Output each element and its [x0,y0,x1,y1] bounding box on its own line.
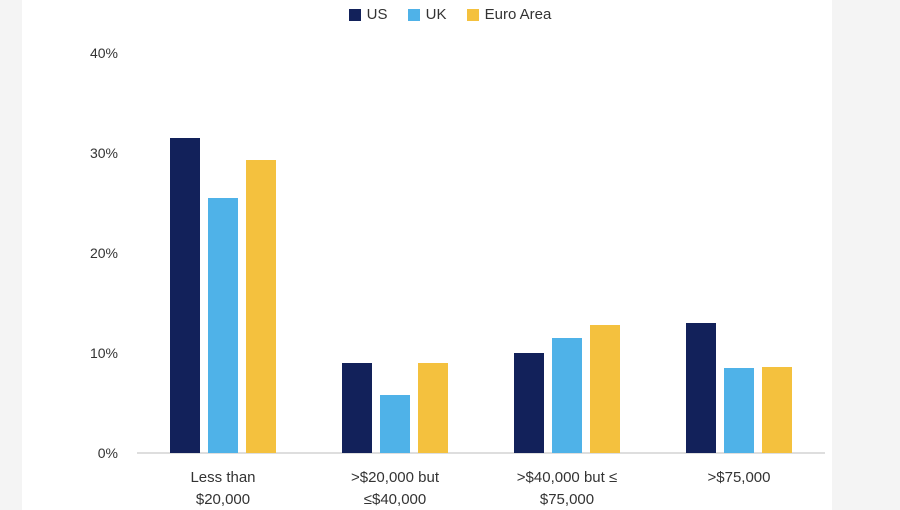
right-margin [832,0,900,510]
legend-label-uk: UK [425,6,447,23]
legend-label-euro-area: Euro Area [484,6,552,23]
bar-euro-area [246,160,276,453]
bar-us [342,363,372,453]
legend: US UK Euro Area [0,6,900,25]
y-tick-label: 10% [90,345,118,361]
bar-uk [208,198,238,453]
y-tick-label: 0% [98,445,118,461]
bar-uk [380,395,410,453]
x-category-label: ≤$40,000 [364,491,426,508]
legend-item-uk: UK [407,6,447,23]
x-category-label: >$20,000 but [351,469,440,486]
x-category-label: >$40,000 but ≤ [517,469,617,486]
legend-label-us: US [366,6,388,23]
y-tick-label: 40% [90,45,118,61]
y-tick-label: 30% [90,145,118,161]
legend-swatch-uk [407,8,420,21]
bar-euro-area [590,325,620,453]
legend-swatch-us [348,8,361,21]
bar-us [686,323,716,453]
x-category-label: $20,000 [196,491,250,508]
bar-euro-area [762,367,792,453]
left-margin [0,0,22,510]
bar-us [514,353,544,453]
x-category-label: $75,000 [540,491,594,508]
bar-uk [552,338,582,453]
bar-uk [724,368,754,453]
legend-swatch-euro-area [466,8,479,21]
x-category-label: >$75,000 [708,469,771,486]
legend-item-us: US [348,6,388,23]
y-tick-label: 20% [90,245,118,261]
bar-euro-area [418,363,448,453]
bar-us [170,138,200,453]
x-category-label: Less than [190,469,255,486]
legend-item-euro-area: Euro Area [466,6,552,23]
